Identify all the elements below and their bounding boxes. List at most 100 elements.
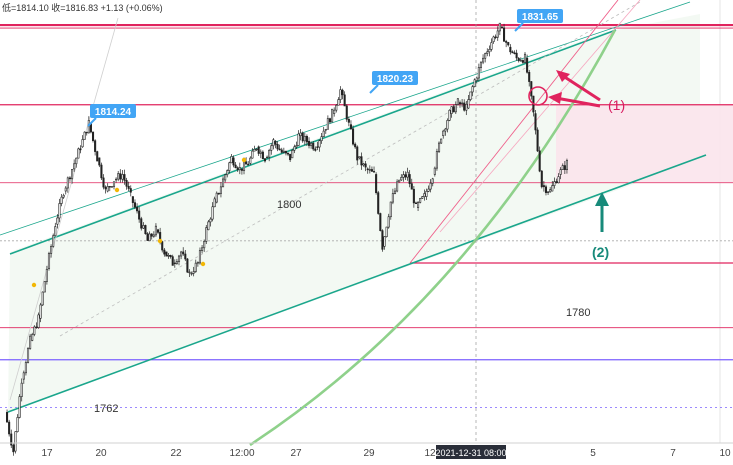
candle [194,259,197,273]
candle [94,139,97,156]
candle-body [354,143,357,148]
price-level-label: 1780 [566,307,590,319]
candle-body [505,41,508,43]
candle-body [458,102,462,105]
candle [450,106,453,118]
candle-body [26,348,30,363]
candle [429,179,432,193]
candle [391,188,394,205]
candle-body [284,150,287,154]
highlight-circle [528,86,548,106]
candle [234,161,237,169]
candle-body [6,412,9,423]
candle [282,147,285,154]
ohlc-header: 低=1814.10 收=1816.83 +1.13 (+0.06%) [2,2,163,13]
candle-body [79,148,82,151]
candle-body [450,106,453,114]
candle-body [245,161,248,165]
candle [81,135,84,148]
candle-body [291,150,294,159]
price-badge[interactable]: 1820.23 [369,71,418,94]
candle-body [324,128,327,131]
candle-body [534,113,537,131]
candle-body [320,136,323,142]
candle [272,137,275,150]
candle-body [228,162,231,171]
candle-body [289,153,292,161]
candle-body [71,169,74,180]
candle [201,245,204,254]
candle [110,186,113,188]
candle [465,101,468,116]
candle [488,45,491,57]
x-highlight-label[interactable]: 2021-12-31 08:00 [435,448,506,458]
candle-body [165,251,168,257]
candle-body [280,149,283,153]
candle-body [188,271,191,274]
x-tick-label: 5 [590,448,596,459]
candle-body [198,250,202,264]
candle-body [282,150,285,153]
candle [551,180,554,192]
candle-body [419,198,422,203]
price-badge-bg [90,104,136,118]
candle-body [81,139,84,148]
candle [12,443,15,456]
candle-body [39,304,42,319]
candle [165,251,168,257]
candle-body [112,181,116,187]
candle-body [305,135,308,143]
candle-body [215,192,218,203]
candle-body [381,230,384,250]
candle [555,178,558,184]
candle [467,94,470,109]
candle-body [98,157,101,166]
candle [542,181,545,192]
candle-body [142,225,145,229]
candle-body [12,444,15,453]
candle-body [379,213,382,231]
candle [322,126,325,138]
candle-body [213,198,216,208]
price-badge[interactable]: 1814.24 [87,104,136,127]
candle-body [117,173,120,180]
arrow-1b-head [548,92,562,104]
candle-body [437,142,441,152]
candle [544,184,548,196]
candle-body [62,194,65,198]
candle [117,170,120,182]
candle [62,193,65,199]
candle-body [150,233,153,237]
candle [379,212,382,232]
x-tick-label: 17 [41,448,53,459]
candle [442,129,445,139]
candle-body [347,119,350,123]
candle [314,146,317,152]
candle-body [255,148,258,151]
candle-body [412,188,415,204]
candle [310,141,313,149]
candle-body [345,105,348,120]
candle [196,261,199,267]
candle-body [515,52,518,59]
candle [335,103,338,113]
candle [372,166,376,173]
candle [127,181,130,192]
candle [261,150,264,160]
candle-body [29,335,32,349]
candle [324,128,327,134]
candle [251,148,254,159]
price-level-label: 1800 [277,199,301,211]
candle [171,254,174,266]
candle-body [509,46,512,53]
candle-body [190,272,193,275]
candle [299,128,302,141]
candle-body [557,176,560,184]
candle-body [146,233,149,241]
candle [198,247,202,265]
price-badge-bg [517,9,563,23]
price-badge[interactable]: 1831.65 [514,9,563,32]
candle-body [180,251,183,257]
